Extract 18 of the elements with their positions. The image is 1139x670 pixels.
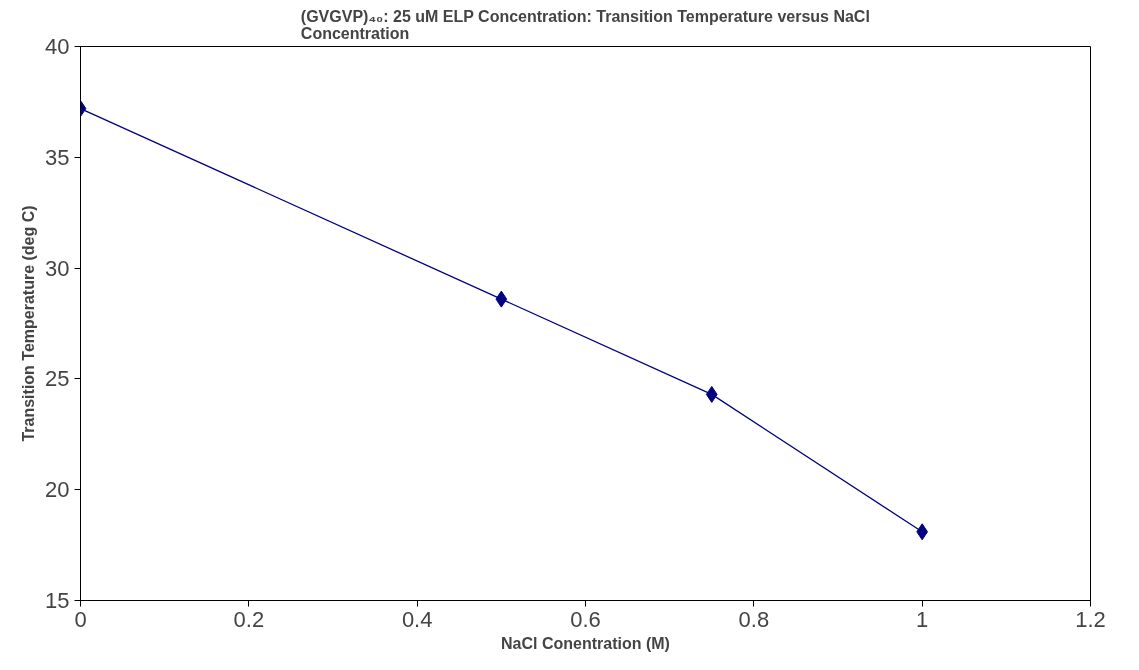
x-tick-label: 1: [916, 606, 929, 632]
point: [495, 290, 508, 308]
point: [705, 385, 718, 403]
y-tick-label: 20: [45, 477, 70, 503]
y-tick-label: 35: [45, 144, 70, 170]
x-axis-title: NaCl Conentration (M): [501, 634, 670, 652]
x-tick-label: 1.2: [1075, 606, 1106, 632]
x-tick-label: 0: [74, 606, 87, 632]
x-tick-label: 0.4: [401, 606, 433, 632]
y-tick-label: 40: [45, 34, 70, 59]
y-tick-label: 25: [45, 366, 70, 392]
y-tick-label: 15: [45, 588, 70, 613]
chart-title: (GVGVP)₄₀: 25 uM ELP Concentration: Transition Temperature versus NaCl Concentration: [300, 7, 870, 42]
x-tick-label: 0.6: [570, 606, 601, 632]
x-tick-label: 0.8: [738, 606, 770, 632]
x-tick-label: 0.2: [233, 606, 265, 632]
y-axis-title: Transition Temperature (deg C): [20, 205, 38, 442]
y-tick-label: 30: [45, 255, 70, 281]
